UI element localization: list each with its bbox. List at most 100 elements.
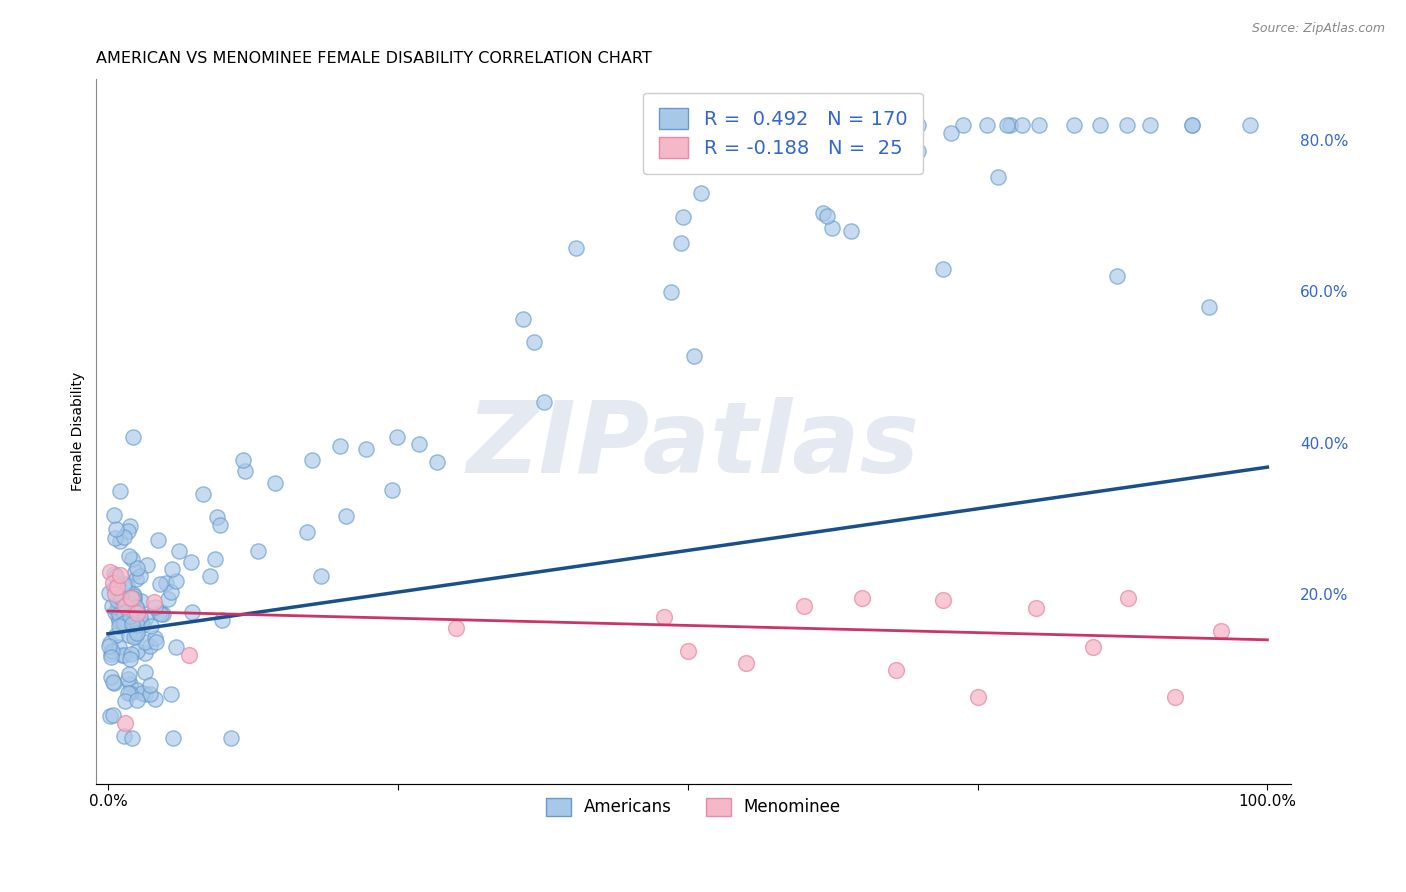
Y-axis label: Female Disability: Female Disability [72, 372, 86, 491]
Point [125, 572, 148, 586]
Point [205, 510, 228, 524]
Point [107, 640, 129, 654]
Point [114, 613, 136, 627]
Point [100, 649, 122, 664]
Point [120, 593, 142, 607]
Point [127, 625, 149, 640]
Text: ZIPatlas: ZIPatlas [467, 397, 920, 494]
Point [122, 430, 145, 444]
Point [263, 475, 285, 490]
Point [659, 285, 682, 299]
Point [120, 686, 142, 700]
Point [110, 591, 132, 606]
Point [124, 612, 146, 626]
Point [118, 518, 141, 533]
Point [103, 581, 125, 595]
Point [129, 616, 152, 631]
Point [125, 628, 148, 642]
Point [815, 209, 838, 223]
Point [180, 605, 202, 619]
Point [1239, 118, 1261, 132]
Point [104, 587, 127, 601]
Point [301, 452, 323, 467]
Point [146, 533, 169, 547]
Point [1011, 118, 1033, 132]
Point [105, 627, 128, 641]
Point [122, 591, 145, 606]
Point [105, 569, 128, 583]
Point [117, 667, 139, 681]
Point [793, 599, 815, 613]
Point [335, 508, 357, 523]
Point [122, 589, 145, 603]
Point [1116, 591, 1139, 606]
Point [139, 678, 162, 692]
Point [939, 126, 962, 140]
Point [143, 631, 166, 645]
Point [426, 455, 449, 469]
Point [107, 576, 129, 591]
Point [138, 687, 160, 701]
Point [100, 669, 122, 683]
Point [803, 118, 825, 132]
Point [1209, 624, 1232, 638]
Point [165, 574, 187, 588]
Point [101, 708, 124, 723]
Point [131, 617, 153, 632]
Point [811, 206, 834, 220]
Point [108, 568, 131, 582]
Point [108, 533, 131, 548]
Point [125, 682, 148, 697]
Point [952, 118, 974, 132]
Point [112, 648, 135, 662]
Point [152, 607, 174, 621]
Point [107, 610, 129, 624]
Point [208, 517, 231, 532]
Point [112, 606, 135, 620]
Point [311, 568, 333, 582]
Point [112, 617, 135, 632]
Point [122, 591, 145, 606]
Point [149, 576, 172, 591]
Point [107, 592, 129, 607]
Point [150, 607, 173, 622]
Point [107, 600, 129, 615]
Point [108, 618, 131, 632]
Point [143, 595, 166, 609]
Point [1083, 640, 1105, 655]
Point [117, 524, 139, 538]
Point [672, 210, 695, 224]
Point [329, 439, 352, 453]
Point [193, 487, 215, 501]
Point [112, 530, 135, 544]
Point [124, 566, 146, 580]
Point [523, 334, 546, 349]
Point [385, 430, 408, 444]
Point [143, 692, 166, 706]
Point [160, 562, 183, 576]
Point [120, 647, 142, 661]
Point [129, 569, 152, 583]
Point [995, 118, 1018, 132]
Point [103, 676, 125, 690]
Point [134, 665, 156, 679]
Point [127, 601, 149, 615]
Point [683, 349, 706, 363]
Point [110, 592, 132, 607]
Point [105, 522, 128, 536]
Point [135, 609, 157, 624]
Point [807, 128, 830, 143]
Point [108, 484, 131, 499]
Point [131, 686, 153, 700]
Point [104, 531, 127, 545]
Point [139, 639, 162, 653]
Point [98, 586, 121, 600]
Point [204, 552, 226, 566]
Point [98, 565, 121, 579]
Point [1063, 118, 1085, 132]
Point [112, 609, 135, 624]
Point [295, 525, 318, 540]
Point [1116, 118, 1139, 132]
Point [211, 614, 233, 628]
Point [233, 464, 256, 478]
